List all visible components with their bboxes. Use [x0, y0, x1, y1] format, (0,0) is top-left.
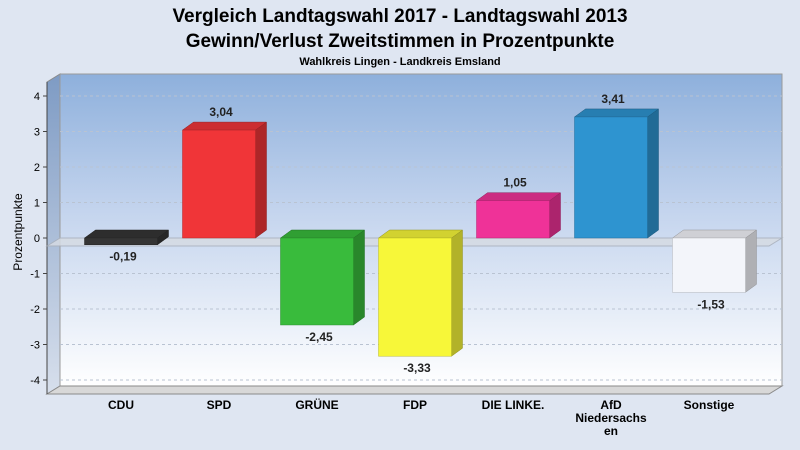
- y-tick-label: 2: [34, 162, 40, 174]
- y-tick-label: -1: [30, 269, 40, 281]
- y-tick-label: 1: [34, 198, 40, 210]
- bar-top: [671, 229, 758, 239]
- bar-top: [573, 108, 660, 118]
- bar-1: [83, 229, 170, 246]
- x-tick-label: GRÜNE: [295, 397, 338, 412]
- gridlines: [45, 95, 784, 381]
- x-tick-label: AfD: [600, 398, 622, 412]
- bar-side: [745, 229, 757, 293]
- bar-front: [182, 129, 256, 239]
- bar-side: [647, 108, 659, 239]
- bar-top: [279, 229, 366, 239]
- chart-title: Vergleich Landtagswahl 2017 - Landtagswa…: [172, 6, 627, 27]
- value-label: -1,53: [697, 297, 725, 311]
- value-labels: -0,19 3,04 -2,45 -3,33 1,05 3,41 -1,53: [109, 92, 725, 375]
- bar-front: [378, 237, 452, 357]
- y-tick-label: -4: [30, 375, 40, 387]
- value-label: 3,41: [601, 92, 625, 106]
- value-label: -2,45: [305, 330, 333, 344]
- chart-subtitle: Wahlkreis Lingen - Landkreis Emsland: [299, 56, 500, 68]
- bar-7: [671, 229, 758, 293]
- bar-top: [181, 121, 268, 131]
- plot-floor: [45, 385, 784, 395]
- y-tick-label: -2: [30, 304, 40, 316]
- bar-5: [475, 192, 562, 239]
- chart-title-line2: Gewinn/Verlust Zweitstimmen in Prozentpu…: [186, 31, 615, 52]
- x-tick-label: FDP: [403, 398, 427, 412]
- plot-side-wall: [46, 73, 61, 395]
- y-axis-label: Prozentpunkte: [11, 193, 25, 271]
- bar-top: [377, 229, 464, 239]
- value-label: 1,05: [503, 176, 527, 190]
- x-tick-label: en: [604, 424, 618, 438]
- bar-top: [475, 192, 562, 201]
- x-tick-label: CDU: [108, 398, 134, 412]
- value-label: -3,33: [403, 361, 431, 375]
- bar-side: [255, 121, 267, 239]
- value-label: 3,04: [209, 105, 233, 119]
- y-tick-label: 3: [34, 127, 40, 139]
- x-tick-label: Sonstige: [684, 398, 735, 412]
- bar-6: [573, 108, 660, 239]
- bar-top: [83, 229, 170, 239]
- bar-4: [377, 229, 464, 357]
- x-tick-label: DIE LINKE.: [482, 398, 545, 412]
- x-tick-label: Niedersachs: [575, 411, 647, 425]
- bars: [83, 108, 758, 357]
- bar-side: [353, 229, 365, 326]
- y-tick-label: -3: [30, 340, 40, 352]
- bar-front: [84, 237, 158, 245]
- bar-front: [574, 116, 648, 239]
- x-axis-categories: CDU SPD GRÜNE FDP DIE LINKE. AfDNiedersachsen…: [108, 397, 735, 438]
- bar-front: [672, 237, 746, 293]
- bar-front: [476, 200, 550, 239]
- bar-side: [451, 229, 463, 357]
- bar-front: [280, 237, 354, 326]
- bar-3: [279, 229, 366, 326]
- y-axis: -4 -3 -2 -1 0 1 2 3 4: [30, 91, 47, 387]
- y-tick-label: 0: [34, 233, 40, 245]
- y-tick-label: 4: [34, 91, 40, 103]
- value-label: -0,19: [109, 250, 137, 264]
- bar-2: [181, 121, 268, 239]
- x-tick-label: SPD: [207, 398, 232, 412]
